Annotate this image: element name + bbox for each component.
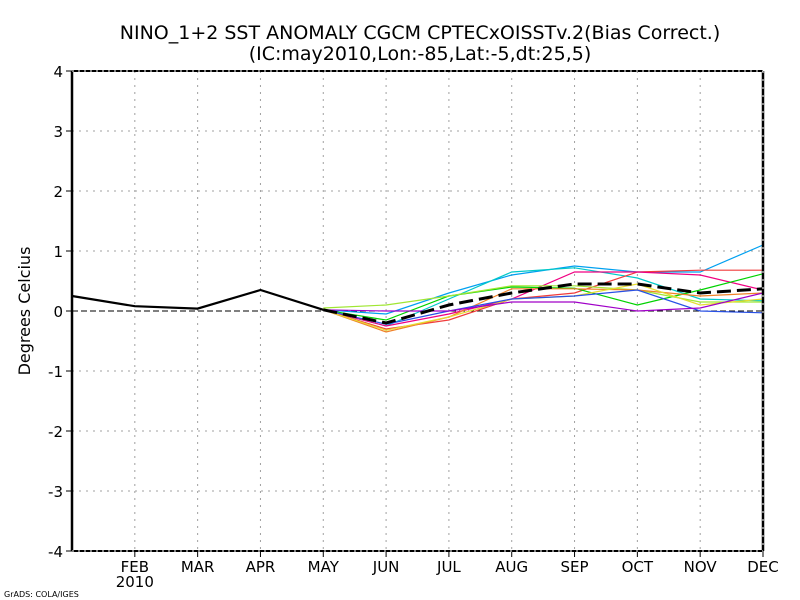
x-axis-ticks: FEB MAR APR MAY JUN JUL AUG SEP OCT NOV DEC 2010: [116, 551, 779, 591]
y-tick-label: -3: [48, 483, 63, 501]
x-tick-label: MAR: [181, 558, 215, 576]
x-tick-label: JUN: [372, 558, 400, 576]
ensemble-member-line: [323, 269, 763, 330]
y-tick-label: -1: [48, 363, 63, 381]
plot-frame: [70, 70, 765, 552]
x-tick-label: AUG: [495, 558, 528, 576]
y-tick-label: 4: [53, 63, 63, 81]
x-tick-label: SEP: [561, 558, 589, 576]
x-tick-label: APR: [246, 558, 276, 576]
x-tick-label: DEC: [747, 558, 779, 576]
y-tick-label: 1: [53, 243, 63, 261]
grads-credit: GrADS: COLA/IGES: [4, 590, 79, 599]
chart-subtitle: (IC:may2010,Lon:-85,Lat:-5,dt:25,5): [249, 43, 592, 65]
y-tick-label: -2: [48, 423, 63, 441]
ensemble-members: [323, 244, 764, 333]
x-year-label: 2010: [116, 573, 154, 591]
ensemble-mean: [322, 282, 764, 325]
ensemble-mean-line: [322, 282, 764, 325]
observed: [71, 288, 324, 311]
y-tick-label: 3: [53, 123, 63, 141]
y-tick-label: 0: [53, 303, 63, 321]
observed-line: [71, 288, 324, 311]
ensemble-member-line: [323, 289, 764, 325]
x-tick-label: OCT: [622, 558, 654, 576]
x-tick-label: FEB: [121, 558, 149, 576]
ensemble-member-line: [323, 292, 764, 312]
ensemble-member-line: [323, 285, 763, 309]
y-axis-label: Degrees Celcius: [15, 247, 34, 376]
y-tick-label: 2: [53, 183, 63, 201]
y-tick-label: -4: [48, 543, 63, 561]
x-tick-label: JUL: [436, 558, 461, 576]
y-axis-ticks: 4 3 2 1 0 -1 -2 -3 -4: [48, 63, 72, 561]
ensemble-member-line: [323, 271, 764, 327]
chart-title: NINO_1+2 SST ANOMALY CGCM CPTECxOISSTv.2…: [120, 22, 720, 44]
x-tick-label: MAY: [308, 558, 340, 576]
x-tick-label: NOV: [684, 558, 718, 576]
